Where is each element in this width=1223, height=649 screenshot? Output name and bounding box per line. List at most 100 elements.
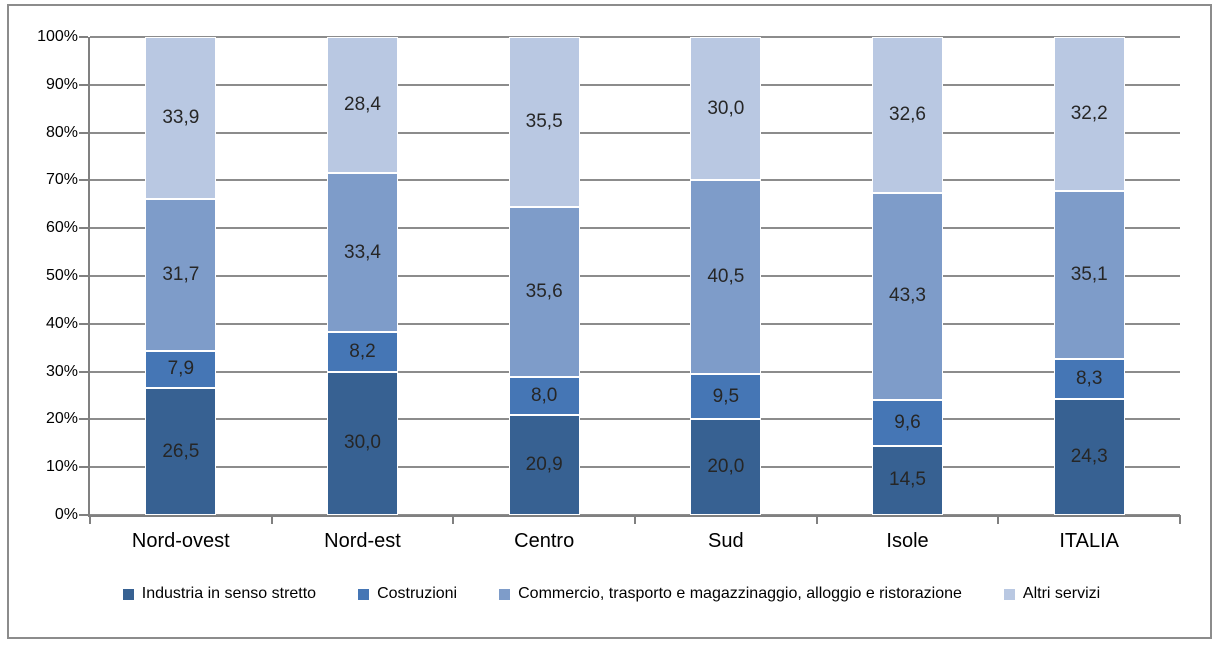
bar-segment-label: 35,6	[525, 280, 563, 302]
legend-label: Commercio, trasporto e magazzinaggio, al…	[518, 585, 962, 602]
bar-segment: 24,3	[1053, 398, 1125, 515]
x-axis-tick	[997, 515, 1000, 524]
bar-segment-label: 8,2	[349, 341, 376, 363]
bars-layer: 26,5 7,9 31,7 33,9 30,0 8,2 33,4 28,4 20,9 8,0 35,…	[90, 37, 1180, 515]
y-axis-tick	[79, 275, 88, 277]
gridline	[90, 179, 1180, 182]
bar-segment: 35,6	[508, 206, 580, 377]
x-axis-tick	[815, 515, 818, 524]
gridline	[90, 275, 1180, 277]
bar-segment-label: 32,2	[1070, 103, 1108, 125]
legend-label: Industria in senso stretto	[141, 585, 317, 602]
stacked-bar: 20,0 9,5 40,5 30,0	[690, 37, 762, 515]
bar-segment-label: 9,5	[712, 385, 740, 407]
y-axis-line	[88, 37, 90, 515]
bar-segment-label: 26,5	[162, 440, 200, 462]
bar-segment: 26,5	[145, 388, 217, 515]
x-category-label: Centro	[514, 530, 575, 552]
x-category-label: Isole	[886, 530, 929, 552]
bar-segment-label: 24,3	[1070, 445, 1108, 467]
bar-segment: 40,5	[690, 180, 762, 374]
bar-segment-label: 33,9	[162, 107, 200, 129]
bar-segment: 20,9	[508, 415, 580, 515]
bar-segment-label: 43,3	[889, 285, 926, 307]
bar-segment: 20,0	[690, 419, 762, 515]
y-axis-tick	[79, 179, 88, 182]
legend-swatch-icon	[122, 588, 134, 600]
bar-segment: 32,2	[1053, 37, 1125, 192]
y-axis-tick	[79, 227, 88, 230]
stacked-bar: 14,5 9,6 43,3 32,6	[872, 37, 944, 515]
chart-legend: Industria in senso stretto Costruzioni Com…	[10, 585, 1213, 603]
bar-slot-sud: 20,0 9,5 40,5 30,0	[635, 37, 817, 515]
gridline	[90, 227, 1180, 230]
bar-segment-label: 14,5	[889, 469, 926, 491]
y-tick-label: 0%	[54, 506, 78, 523]
bar-segment-label: 30,0	[344, 432, 381, 454]
bar-segment-label: 35,5	[525, 110, 563, 132]
gridline	[90, 83, 1180, 86]
x-category-label: ITALIA	[1059, 530, 1120, 552]
bar-segment: 7,9	[145, 350, 217, 389]
bar-segment-label: 20,9	[525, 454, 563, 476]
bar-segment: 35,5	[508, 37, 580, 207]
bar-segment-label: 33,4	[344, 241, 381, 263]
y-tick-label: 50%	[45, 267, 78, 284]
bar-slot-isole: 14,5 9,6 43,3 32,6	[817, 37, 999, 515]
legend-swatch-icon	[499, 588, 511, 600]
bar-segment: 33,4	[327, 172, 398, 333]
bar-segment: 9,5	[690, 374, 762, 420]
gridline	[90, 322, 1180, 325]
bar-segment: 14,5	[872, 445, 944, 515]
legend-item: Costruzioni	[358, 585, 457, 603]
bar-segment: 8,0	[508, 376, 580, 416]
legend-item: Industria in senso stretto	[122, 585, 317, 603]
bar-segment-label: 30,0	[707, 97, 745, 119]
x-axis-category-labels: Nord-ovest Nord-est Centro Sud Isole ITALIA	[90, 530, 1180, 553]
bar-segment-label: 32,6	[889, 103, 926, 125]
bar-slot-italia: 24,3 8,3 35,1 32,2	[998, 37, 1180, 515]
bar-slot-nord-ovest: 26,5 7,9 31,7 33,9	[90, 37, 272, 515]
bar-slot-nord-est: 30,0 8,2 33,4 28,4	[272, 37, 454, 515]
x-axis-tick	[89, 515, 91, 524]
x-axis-tick	[452, 515, 455, 524]
y-axis-tick	[79, 322, 88, 325]
y-axis-tick	[79, 466, 88, 469]
y-tick-label: 80%	[45, 123, 78, 141]
y-tick-label: 30%	[45, 362, 78, 380]
bar-segment: 32,6	[872, 37, 944, 193]
stacked-bar: 24,3 8,3 35,1 32,2	[1053, 37, 1125, 515]
x-axis-tick	[270, 515, 273, 524]
y-tick-label: 10%	[45, 458, 78, 476]
bar-segment-label: 7,9	[167, 358, 195, 380]
legend-item: Commercio, trasporto e magazzinaggio, al…	[499, 585, 962, 603]
x-category-label: Nord-est	[324, 530, 401, 552]
bar-segment: 35,1	[1053, 191, 1125, 360]
y-tick-label: 20%	[45, 410, 78, 428]
bar-segment-label: 40,5	[707, 266, 745, 288]
stacked-bar: 20,9 8,0 35,6 35,5	[508, 37, 580, 515]
bar-segment: 9,6	[872, 399, 944, 446]
x-axis-tick	[1179, 515, 1181, 524]
y-tick-label: 60%	[45, 219, 78, 237]
legend-label: Costruzioni	[377, 585, 458, 602]
bar-segment: 43,3	[872, 192, 944, 400]
x-category-label: Sud	[708, 530, 744, 552]
legend-label: Altri servizi	[1022, 585, 1101, 602]
y-axis-tick	[79, 83, 88, 86]
stacked-bar: 30,0 8,2 33,4 28,4	[327, 37, 398, 515]
gridline	[90, 36, 1180, 38]
bar-segment: 31,7	[145, 199, 217, 351]
y-axis-tick	[79, 514, 88, 516]
legend-swatch-icon	[1003, 588, 1015, 600]
bar-segment-label: 9,6	[894, 411, 921, 433]
y-axis-tick	[79, 370, 88, 373]
y-axis-tick	[79, 418, 88, 421]
y-tick-label: 100%	[37, 28, 78, 45]
bar-segment-label: 8,3	[1075, 367, 1103, 389]
bar-segment-label: 35,1	[1070, 264, 1108, 286]
bar-segment-label: 31,7	[162, 263, 200, 285]
bar-segment: 8,3	[1053, 359, 1125, 399]
bar-segment-label: 28,4	[344, 93, 381, 115]
y-tick-label: 70%	[45, 171, 78, 189]
